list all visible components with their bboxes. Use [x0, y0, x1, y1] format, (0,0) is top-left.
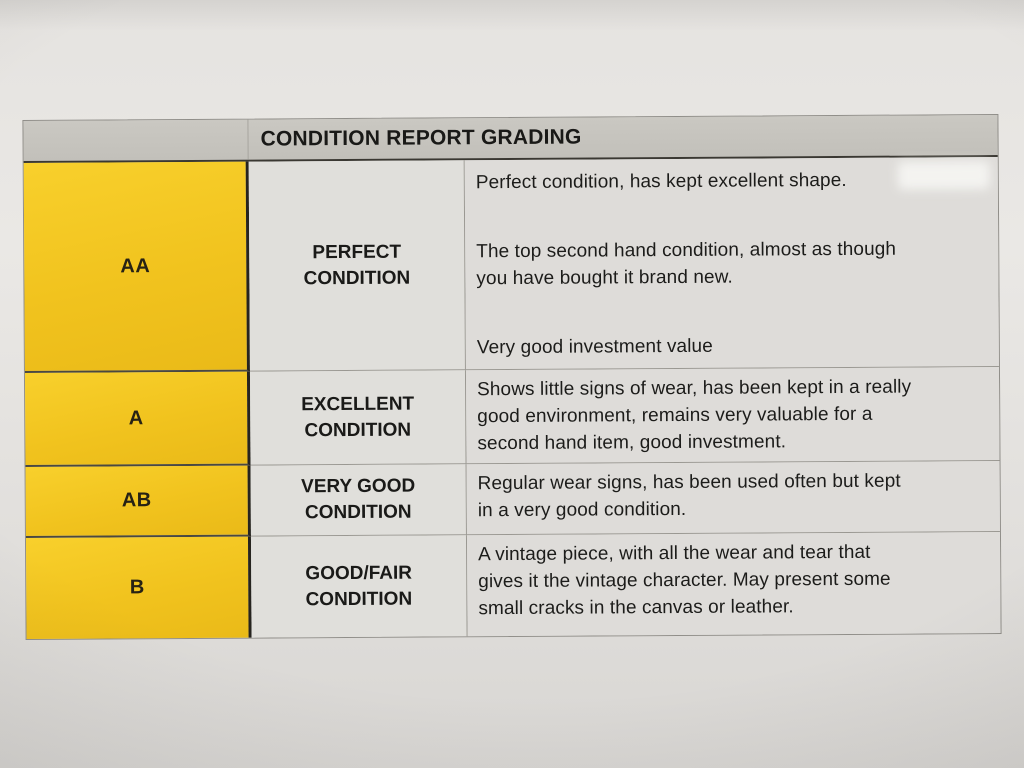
table-row-ab: AB VERY GOOD CONDITION Regular wear sign…	[25, 461, 1000, 538]
condition-cell: VERY GOOD CONDITION	[250, 464, 467, 537]
condition-line: GOOD/FAIR	[305, 562, 413, 584]
condition-line: CONDITION	[304, 501, 412, 524]
description-line: small cracks in the canvas or leather.	[478, 596, 794, 620]
description-paragraph: Perfect condition, has kept excellent sh…	[476, 166, 988, 196]
description-line: gives it the vintage character. May pres…	[478, 568, 891, 593]
condition-grading-table: CONDITION REPORT GRADING AA PERFECT COND…	[22, 114, 1002, 640]
description-line: The top second hand condition, almost as…	[476, 238, 897, 263]
description-line: Shows little signs of wear, has been kep…	[477, 376, 912, 401]
table-row-aa: AA PERFECT CONDITION Perfect condition, …	[23, 157, 999, 373]
description-paragraph: Regular wear signs, has been used often …	[478, 467, 990, 524]
description-line: Very good investment value	[476, 335, 713, 359]
condition-cell: EXCELLENT CONDITION	[249, 370, 467, 466]
description-line: Perfect condition, has kept excellent sh…	[475, 169, 847, 194]
description-cell: Shows little signs of wear, has been kep…	[465, 367, 1000, 465]
grade-label: B	[129, 576, 145, 599]
grade-label: A	[128, 406, 144, 429]
description-line: second hand item, good investment.	[477, 431, 787, 455]
grade-cell: B	[25, 536, 252, 639]
description-line: in a very good condition.	[477, 498, 687, 522]
condition-line: VERY GOOD	[301, 475, 416, 498]
condition-line: CONDITION	[303, 267, 411, 289]
condition-cell: PERFECT CONDITION	[248, 160, 466, 372]
description-line: good environment, remains very valuable …	[477, 403, 873, 428]
grade-label: AA	[120, 254, 151, 277]
condition-line: CONDITION	[304, 419, 412, 441]
table-row-a: A EXCELLENT CONDITION Shows little signs…	[24, 367, 1000, 467]
grade-cell: AB	[25, 465, 251, 538]
grade-label: AB	[121, 489, 152, 512]
table-row-b: B GOOD/FAIR CONDITION A vintage piece, w…	[25, 532, 1001, 639]
description-cell: Regular wear signs, has been used often …	[466, 461, 1000, 536]
condition-line: CONDITION	[305, 588, 413, 610]
header-grade-column-spacer	[23, 119, 249, 161]
description-line: you have bought it brand new.	[476, 266, 733, 290]
condition-cell: GOOD/FAIR CONDITION	[250, 535, 468, 638]
description-line: A vintage piece, with all the wear and t…	[478, 541, 871, 566]
description-paragraph: The top second hand condition, almost as…	[476, 235, 988, 292]
description-paragraph: A vintage piece, with all the wear and t…	[478, 538, 990, 622]
condition-line: EXCELLENT	[301, 393, 415, 415]
description-paragraph: Shows little signs of wear, has been kep…	[477, 373, 989, 457]
description-cell: A vintage piece, with all the wear and t…	[466, 532, 1001, 637]
description-cell: Perfect condition, has kept excellent sh…	[464, 157, 999, 371]
description-line: Regular wear signs, has been used often …	[477, 470, 901, 495]
condition-line: PERFECT	[312, 241, 402, 263]
description-paragraph: Very good investment value	[477, 331, 989, 361]
grade-cell: AA	[23, 161, 250, 373]
page-title: CONDITION REPORT GRADING	[260, 125, 582, 151]
table-header: CONDITION REPORT GRADING	[23, 115, 998, 163]
grade-cell: A	[24, 371, 251, 467]
